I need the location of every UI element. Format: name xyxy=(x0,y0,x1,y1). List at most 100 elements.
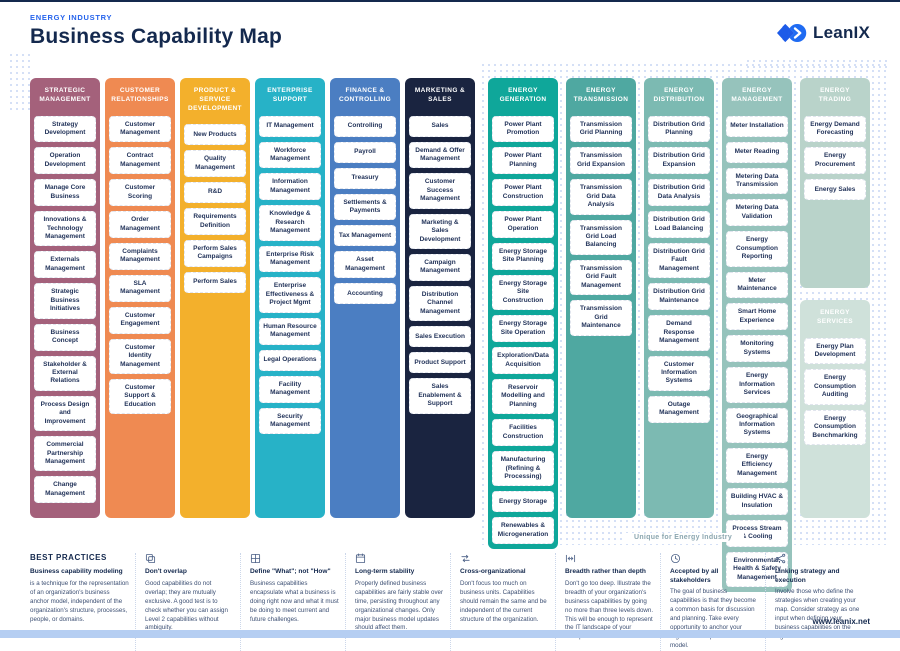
capability-card: SLA Management xyxy=(109,274,171,302)
capability-card: Power Plant Construction xyxy=(492,179,554,207)
capability-card: Customer Scoring xyxy=(109,179,171,207)
best-practice-title: Long-term stability xyxy=(355,568,415,575)
best-practices-heading: BEST PRACTICES xyxy=(30,553,107,562)
capability-card: Distribution Grid Planning xyxy=(648,115,710,143)
capability-column-customer-relationships: CUSTOMER RELATIONSHIPS Customer Managemen… xyxy=(105,78,175,518)
capability-card: Commercial Partnership Management xyxy=(34,436,96,472)
capability-card: Energy Consumption Benchmarking xyxy=(804,409,866,446)
capability-card: Transmission Grid Planning xyxy=(570,115,632,143)
capability-card: Business Concept xyxy=(34,323,96,351)
capability-card: Energy Storage xyxy=(492,491,554,513)
energy-column: ENERGY MANAGEMENT Meter Installation Meter… xyxy=(722,78,792,593)
capability-card: Sales xyxy=(409,115,471,137)
capability-card: Complaints Management xyxy=(109,243,171,270)
capability-card: Transmission Grid Load Balancing xyxy=(570,219,632,255)
best-practices: BEST PRACTICES Business capability modeli… xyxy=(30,553,870,651)
capability-card: Metering Data Transmission xyxy=(726,167,788,195)
capability-card: Distribution Grid Fault Management xyxy=(648,243,710,279)
capability-card: Meter Installation xyxy=(726,115,788,137)
capability-card: Stakeholder & External Relations xyxy=(34,355,96,391)
capability-card: Customer Engagement xyxy=(109,306,171,334)
capability-card: R&D xyxy=(184,182,246,204)
capability-card: Quality Management xyxy=(184,150,246,178)
capability-card: Accounting xyxy=(334,283,396,305)
capability-card: Transmission Grid Fault Management xyxy=(570,259,632,296)
capability-card: Energy Storage Site Planning xyxy=(492,243,554,270)
capability-card: Exploration/Data Acquisition xyxy=(492,347,554,374)
capability-card: Marketing & Sales Development xyxy=(409,213,471,250)
capability-card: Facilities Construction xyxy=(492,419,554,447)
capability-card: Controlling xyxy=(334,115,396,137)
capability-column-enterprise-support: ENTERPRISE SUPPORT IT Management Workforce… xyxy=(255,78,325,518)
column-title: ENERGY DISTRIBUTION xyxy=(653,87,705,103)
capability-card: New Products xyxy=(184,124,246,146)
clock-icon xyxy=(670,553,759,568)
column-title: ENERGY SERVICES xyxy=(817,309,853,325)
swap-arrows-icon xyxy=(460,553,549,568)
capability-card: Energy Efficiency Management xyxy=(726,447,788,484)
energy-column: ENERGY DISTRIBUTION Distribution Grid Pla… xyxy=(644,78,714,518)
capability-card: Knowledge & Research Management xyxy=(259,205,321,241)
column-title: FINANCE & CONTROLLING xyxy=(338,87,392,103)
column-title: STRATEGIC MANAGEMENT xyxy=(39,87,91,103)
capability-card: Reservoir Modelling and Planning xyxy=(492,378,554,415)
best-practice-title: Linking strategy and execution xyxy=(775,568,840,584)
capability-card: Energy Demand Forecasting xyxy=(804,115,866,143)
capability-card: Order Management xyxy=(109,211,171,239)
capability-card: Power Plant Planning xyxy=(492,147,554,175)
capability-column-product-service-development: PRODUCT & SERVICE DEVELOPMENT New Product… xyxy=(180,78,250,518)
best-practice-long-term-stability: Long-term stability Properly defined busi… xyxy=(345,553,450,651)
calendar-icon xyxy=(355,553,444,568)
capability-column-strategic-management: STRATEGIC MANAGEMENT Strategy Development… xyxy=(30,78,100,518)
capability-card: Power Plant Promotion xyxy=(492,115,554,143)
capability-card: Manufacturing (Refining & Processing) xyxy=(492,451,554,487)
best-practice-title: Business capability modeling xyxy=(30,568,123,575)
capability-card: Customer Management xyxy=(109,115,171,143)
capability-card: Monitoring Systems xyxy=(726,335,788,363)
capability-card: Tax Management xyxy=(334,225,396,247)
zone-label-row: Unique for Energy Industry xyxy=(488,526,878,544)
capability-column-marketing-sales: MARKETING & SALES Sales Demand & Offer Man… xyxy=(405,78,475,518)
best-practice-cross-organizational: Cross-organizational Don't focus too much… xyxy=(450,553,555,651)
capability-column-energy-transmission: ENERGY TRANSMISSION Transmission Grid Pla… xyxy=(566,78,636,518)
capability-card: Settlements & Payments xyxy=(334,193,396,221)
brand-logo: LeanIX xyxy=(777,21,870,45)
capability-card: Legal Operations xyxy=(259,349,321,371)
capability-column-energy-generation: ENERGY GENERATION Power Plant Promotion Po… xyxy=(488,78,558,550)
best-practice-title: Accepted by all stakeholders xyxy=(670,568,719,584)
capability-card: Treasury xyxy=(334,167,396,189)
best-practice-text: is a technique for the representation of… xyxy=(30,579,129,623)
capability-card: Renewables & Microgeneration xyxy=(492,517,554,545)
capability-card: Transmission Grid Maintenance xyxy=(570,300,632,336)
capability-card: Customer Information Systems xyxy=(648,355,710,391)
capability-column-energy-services: ENERGY SERVICES Energy Plan Development En… xyxy=(800,300,870,518)
capability-card: Strategic Business Initiatives xyxy=(34,283,96,319)
grid-icon xyxy=(250,553,339,568)
energy-columns: ENERGY GENERATION Power Plant Promotion Po… xyxy=(488,78,878,593)
capability-card: Metering Data Validation xyxy=(726,199,788,227)
capability-card: Manage Core Business xyxy=(34,179,96,207)
column-title: ENTERPRISE SUPPORT xyxy=(267,87,313,103)
best-practice-text: Good capabilities do not overlap; they a… xyxy=(145,579,228,632)
energy-industry-zone: ENERGY GENERATION Power Plant Promotion Po… xyxy=(480,62,888,593)
best-practice-title: Breadth rather than depth xyxy=(565,568,646,575)
capability-card: Innovations & Technology Management xyxy=(34,211,96,247)
capability-card: Demand Response Management xyxy=(648,315,710,351)
capability-card: Contract Management xyxy=(109,147,171,175)
column-title: ENERGY TRANSMISSION xyxy=(573,87,629,103)
capability-card: Requirements Definition xyxy=(184,208,246,236)
best-practice-define-what-not-how: Define "What"; not "How" Business capabil… xyxy=(240,553,345,651)
share-network-icon xyxy=(775,553,864,568)
capability-card: Distribution Channel Management xyxy=(409,285,471,322)
industry-eyebrow: ENERGY INDUSTRY xyxy=(30,13,113,22)
capability-card: Customer Identity Management xyxy=(109,338,171,374)
capability-card: Distribution Grid Expansion xyxy=(648,147,710,175)
capability-card: Security Management xyxy=(259,407,321,435)
capability-card: Smart Home Experience xyxy=(726,303,788,331)
capability-card: Customer Success Management xyxy=(409,173,471,209)
capability-card: Campaign Management xyxy=(409,254,471,281)
capability-card: Distribution Grid Data Analysis xyxy=(648,179,710,207)
website-link[interactable]: www.leanix.net xyxy=(812,617,871,626)
capability-map: STRATEGIC MANAGEMENT Strategy Development… xyxy=(30,62,888,593)
capability-card: Transmission Grid Data Analysis xyxy=(570,179,632,215)
